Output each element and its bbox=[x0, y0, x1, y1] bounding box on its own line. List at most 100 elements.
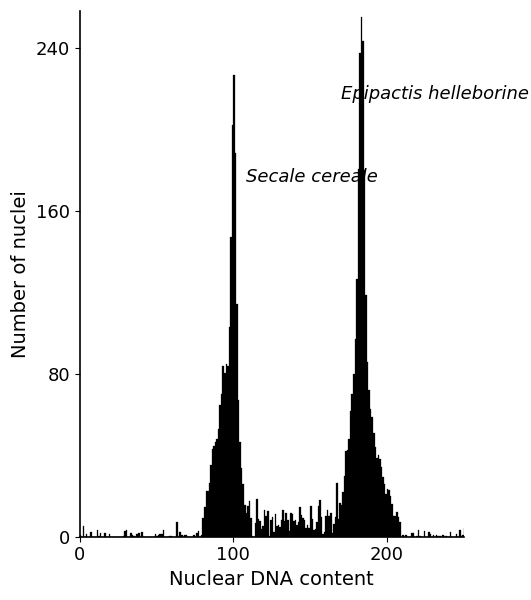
Bar bbox=[212, 449, 213, 536]
Bar bbox=[266, 516, 267, 536]
Bar bbox=[331, 533, 333, 536]
Bar bbox=[239, 442, 241, 536]
Bar bbox=[138, 533, 140, 536]
Bar bbox=[395, 516, 396, 536]
Bar bbox=[433, 535, 434, 536]
Bar bbox=[141, 532, 143, 536]
Bar bbox=[462, 535, 464, 536]
Bar bbox=[342, 492, 344, 536]
Bar bbox=[261, 529, 262, 536]
Bar bbox=[155, 534, 157, 536]
Bar bbox=[362, 41, 364, 536]
Bar bbox=[316, 522, 318, 536]
Bar bbox=[241, 468, 243, 536]
Bar bbox=[235, 154, 236, 536]
Bar bbox=[226, 364, 227, 536]
Bar bbox=[213, 446, 215, 536]
Bar bbox=[193, 535, 195, 536]
Bar bbox=[256, 499, 258, 536]
Bar bbox=[396, 512, 398, 536]
Bar bbox=[250, 518, 252, 536]
Bar bbox=[176, 521, 178, 536]
Bar bbox=[326, 516, 327, 536]
Bar bbox=[379, 458, 381, 536]
Bar bbox=[402, 535, 404, 536]
Bar bbox=[267, 511, 269, 536]
Bar bbox=[312, 519, 313, 536]
Bar bbox=[292, 514, 293, 536]
Bar bbox=[388, 490, 390, 536]
Bar bbox=[124, 531, 126, 536]
Bar bbox=[275, 514, 276, 536]
Bar bbox=[179, 532, 181, 536]
Bar bbox=[181, 535, 183, 536]
Bar bbox=[373, 433, 374, 536]
Bar bbox=[222, 366, 224, 536]
Bar bbox=[357, 169, 359, 536]
Bar bbox=[249, 502, 250, 536]
Bar bbox=[236, 304, 238, 536]
Bar bbox=[365, 295, 367, 536]
Bar bbox=[344, 476, 345, 536]
Bar bbox=[347, 449, 348, 536]
Bar bbox=[296, 526, 298, 536]
Bar bbox=[262, 526, 264, 536]
Bar bbox=[158, 535, 159, 536]
Bar bbox=[369, 390, 370, 536]
Bar bbox=[359, 53, 361, 536]
Bar bbox=[393, 516, 395, 536]
Bar bbox=[361, 17, 362, 536]
Bar bbox=[258, 518, 259, 536]
Bar bbox=[238, 400, 239, 536]
Bar bbox=[97, 530, 98, 536]
Bar bbox=[436, 535, 438, 536]
Bar bbox=[298, 521, 299, 536]
Bar bbox=[399, 523, 400, 536]
Bar bbox=[130, 533, 132, 536]
Bar bbox=[350, 411, 352, 536]
Bar bbox=[336, 482, 338, 536]
Bar bbox=[307, 524, 309, 536]
Bar bbox=[450, 532, 451, 536]
Y-axis label: Number of nuclei: Number of nuclei bbox=[11, 190, 30, 358]
Bar bbox=[233, 75, 235, 536]
Bar bbox=[109, 533, 110, 536]
Bar bbox=[309, 529, 310, 536]
Bar bbox=[335, 517, 336, 536]
Bar bbox=[90, 532, 92, 536]
Bar bbox=[287, 520, 288, 536]
Bar bbox=[288, 531, 290, 536]
Bar bbox=[161, 533, 162, 536]
Bar bbox=[218, 428, 219, 536]
Bar bbox=[456, 534, 457, 536]
Bar bbox=[232, 125, 233, 536]
Bar bbox=[278, 525, 279, 536]
Bar bbox=[348, 439, 350, 536]
Bar bbox=[304, 520, 305, 536]
Bar bbox=[244, 505, 245, 536]
Bar bbox=[204, 508, 205, 536]
X-axis label: Nuclear DNA content: Nuclear DNA content bbox=[169, 570, 374, 589]
Bar bbox=[215, 442, 216, 536]
Bar bbox=[381, 467, 382, 536]
Bar bbox=[159, 534, 161, 536]
Bar bbox=[338, 519, 339, 536]
Bar bbox=[371, 417, 373, 536]
Bar bbox=[279, 527, 281, 536]
Bar bbox=[310, 506, 312, 536]
Bar bbox=[227, 366, 229, 536]
Bar bbox=[272, 517, 273, 536]
Bar bbox=[345, 451, 347, 536]
Bar bbox=[83, 526, 84, 536]
Bar bbox=[364, 170, 365, 536]
Bar bbox=[196, 533, 198, 536]
Bar bbox=[384, 484, 386, 536]
Bar bbox=[184, 535, 186, 536]
Bar bbox=[136, 534, 138, 536]
Bar bbox=[318, 506, 319, 536]
Bar bbox=[259, 521, 261, 536]
Bar bbox=[198, 531, 200, 536]
Bar bbox=[424, 531, 425, 536]
Bar bbox=[398, 517, 399, 536]
Bar bbox=[126, 530, 127, 536]
